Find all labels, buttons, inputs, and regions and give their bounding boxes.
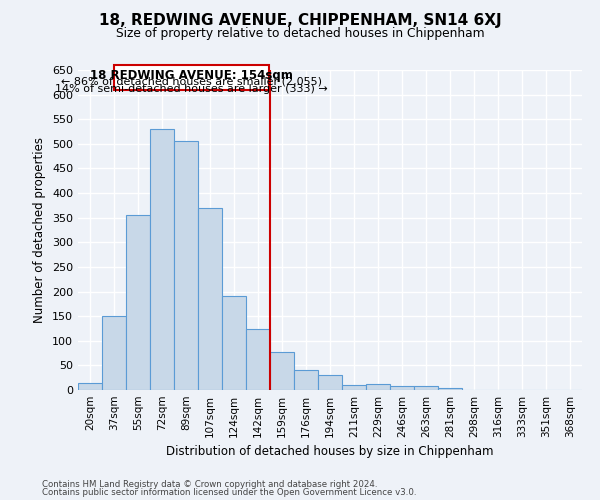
Bar [126,215,150,390]
Y-axis label: Number of detached properties: Number of detached properties [34,137,46,323]
Bar [366,384,390,390]
Bar [270,352,294,390]
Bar [438,388,462,390]
Bar [222,296,246,390]
Text: Contains public sector information licensed under the Open Government Licence v3: Contains public sector information licen… [42,488,416,497]
Text: 18 REDWING AVENUE: 154sqm: 18 REDWING AVENUE: 154sqm [90,69,293,82]
Bar [198,208,222,390]
Text: 18, REDWING AVENUE, CHIPPENHAM, SN14 6XJ: 18, REDWING AVENUE, CHIPPENHAM, SN14 6XJ [98,12,502,28]
Bar [174,142,198,390]
Text: Size of property relative to detached houses in Chippenham: Size of property relative to detached ho… [116,28,484,40]
Bar [78,382,102,390]
Bar [114,65,269,90]
Bar [102,316,126,390]
Bar [246,330,270,390]
Bar [318,375,342,390]
X-axis label: Distribution of detached houses by size in Chippenham: Distribution of detached houses by size … [166,446,494,458]
Bar [342,385,366,390]
Text: ← 86% of detached houses are smaller (2,055): ← 86% of detached houses are smaller (2,… [61,77,322,87]
Bar [414,386,438,390]
Text: 14% of semi-detached houses are larger (333) →: 14% of semi-detached houses are larger (… [55,84,328,94]
Bar [150,129,174,390]
Text: Contains HM Land Registry data © Crown copyright and database right 2024.: Contains HM Land Registry data © Crown c… [42,480,377,489]
Bar [390,386,414,390]
Bar [294,370,318,390]
